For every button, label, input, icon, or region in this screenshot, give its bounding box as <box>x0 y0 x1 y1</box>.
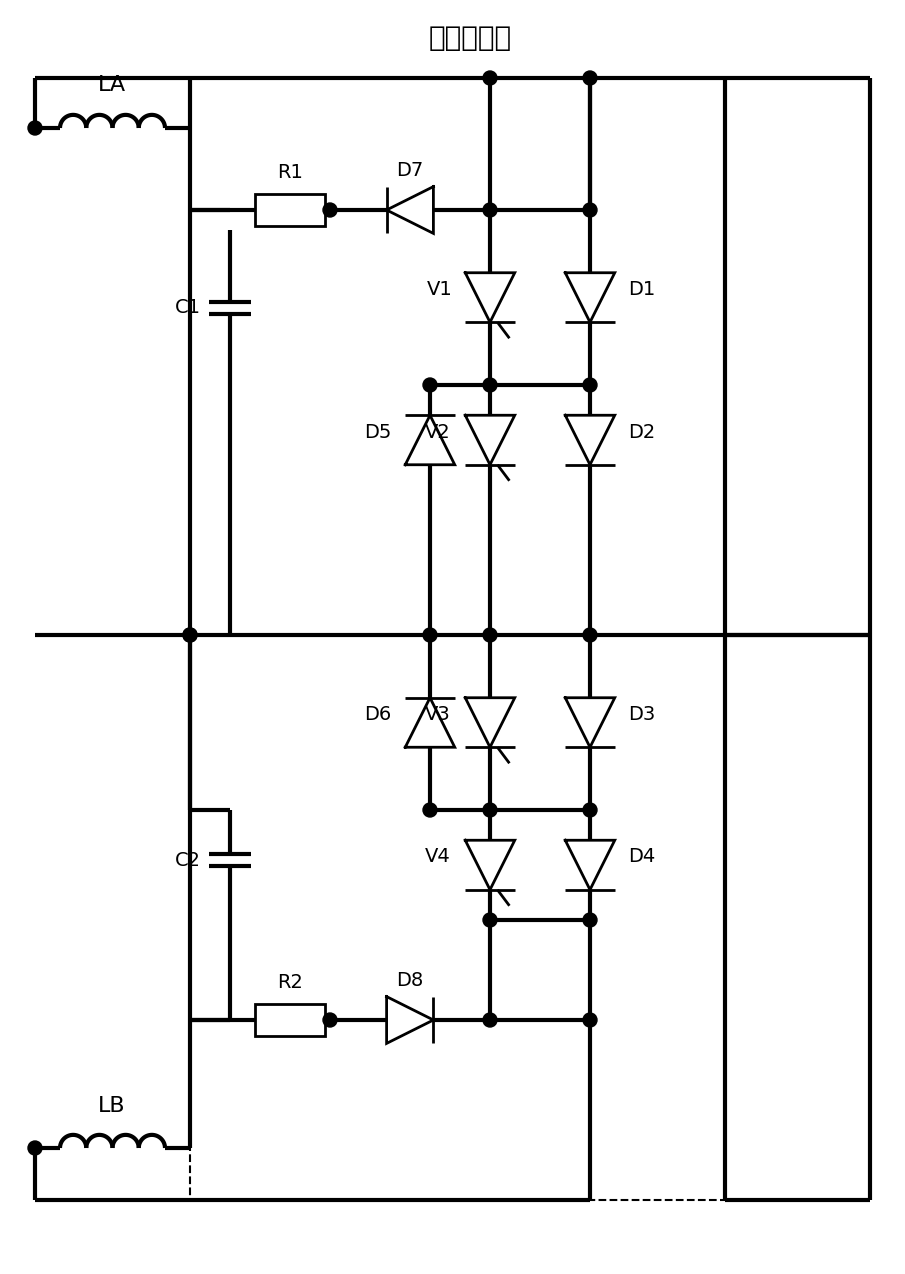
Circle shape <box>483 628 497 642</box>
Text: V3: V3 <box>425 705 451 724</box>
Text: D2: D2 <box>628 423 655 442</box>
Text: D7: D7 <box>396 161 424 180</box>
Circle shape <box>483 913 497 927</box>
Circle shape <box>423 378 437 392</box>
Text: D8: D8 <box>396 971 424 990</box>
Circle shape <box>483 1013 497 1027</box>
Circle shape <box>28 1142 42 1156</box>
Text: D3: D3 <box>628 705 655 724</box>
Bar <box>190 78 725 1200</box>
Text: C1: C1 <box>175 298 201 317</box>
Text: V2: V2 <box>425 423 451 442</box>
Circle shape <box>583 1013 597 1027</box>
Circle shape <box>583 803 597 817</box>
Circle shape <box>183 628 197 642</box>
Text: R1: R1 <box>277 163 303 181</box>
Circle shape <box>583 378 597 392</box>
Circle shape <box>583 913 597 927</box>
Circle shape <box>28 121 42 135</box>
Circle shape <box>583 203 597 217</box>
Bar <box>255 194 325 225</box>
Circle shape <box>423 628 437 642</box>
Circle shape <box>583 71 597 85</box>
Circle shape <box>583 628 597 642</box>
Text: LA: LA <box>98 75 126 96</box>
Text: D6: D6 <box>365 705 392 724</box>
Circle shape <box>323 203 337 217</box>
Text: LB: LB <box>98 1096 126 1116</box>
Circle shape <box>483 71 497 85</box>
Text: D4: D4 <box>628 847 655 866</box>
Text: V4: V4 <box>425 847 451 866</box>
Circle shape <box>183 628 197 642</box>
Circle shape <box>483 803 497 817</box>
Circle shape <box>483 378 497 392</box>
Circle shape <box>323 1013 337 1027</box>
Text: 相功率单元: 相功率单元 <box>428 24 511 52</box>
Circle shape <box>483 203 497 217</box>
Text: D1: D1 <box>628 280 655 299</box>
Bar <box>255 1004 325 1036</box>
Text: R2: R2 <box>277 972 303 991</box>
Text: D5: D5 <box>365 423 392 442</box>
Text: V1: V1 <box>427 280 452 299</box>
Circle shape <box>423 803 437 817</box>
Text: C2: C2 <box>175 851 201 869</box>
